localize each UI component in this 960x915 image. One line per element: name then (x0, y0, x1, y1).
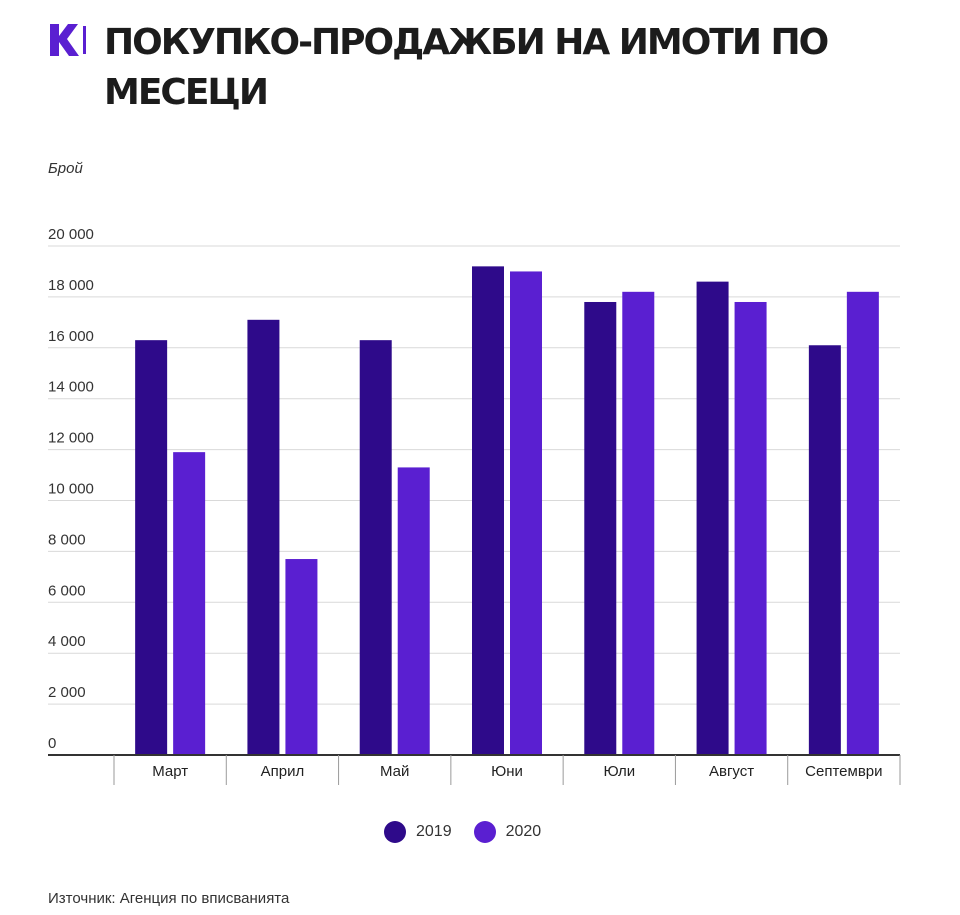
y-tick-label: 16 000 (48, 328, 94, 345)
bar-2019-1 (247, 319, 280, 755)
bar-chart: 0 2 000 4 000 6 000 8 000 10 000 12 000 14 000 1… (48, 226, 901, 785)
bar-2020-2 (397, 467, 430, 755)
legend-label-2020: 2020 (505, 823, 542, 840)
legend-swatch-2019 (384, 821, 406, 843)
y-tick-label: 20 000 (48, 226, 94, 243)
legend-item-2019: 2019 (384, 821, 452, 843)
y-tick-label: 4 000 (48, 633, 86, 650)
legend-swatch-2020 (473, 821, 496, 843)
x-tick-label: Май (380, 763, 409, 780)
bar-2019-2 (359, 340, 392, 755)
x-axis-labels: Март Април Май Юни Юли Август Септември (152, 763, 882, 780)
y-tick-label: 10 000 (48, 481, 94, 498)
legend-label-2019: 2019 (416, 823, 452, 840)
x-tick-label: Септември (805, 763, 882, 780)
k-logo-icon (50, 24, 86, 56)
bars (135, 266, 879, 755)
bar-2019-5 (696, 281, 729, 755)
page-title: ПОКУПКО-ПРОДАЖБИ НА ИМОТИ ПО МЕСЕЦИ (104, 22, 829, 113)
x-tick-label: Юли (603, 763, 635, 780)
bar-2019-3 (472, 266, 504, 755)
x-tick-label: Април (261, 763, 305, 780)
x-tick-label: Август (709, 763, 754, 780)
bar-2020-1 (285, 559, 318, 755)
bar-2019-0 (135, 340, 168, 755)
y-tick-label: 14 000 (48, 379, 94, 396)
bar-2020-6 (846, 291, 879, 755)
y-tick-label: 6 000 (48, 582, 86, 599)
y-axis-label: Брой (48, 160, 83, 177)
y-tick-label: 12 000 (48, 430, 94, 447)
y-tick-label: 2 000 (48, 684, 86, 701)
legend: 2019 2020 (384, 818, 563, 846)
bar-2020-4 (622, 291, 655, 755)
x-tick-label: Юни (491, 763, 523, 780)
bar-2019-6 (808, 345, 841, 755)
y-axis-ticks: 0 2 000 4 000 6 000 8 000 10 000 12 000 14 000 1… (48, 226, 94, 752)
source-note: Източник: Агенция по вписванията (48, 890, 290, 907)
y-tick-label: 8 000 (48, 531, 86, 548)
legend-item-2020: 2020 (473, 821, 542, 843)
bar-2019-4 (584, 301, 617, 755)
y-tick-label: 0 (48, 735, 56, 752)
y-tick-label: 18 000 (48, 277, 94, 294)
x-axis (48, 754, 901, 785)
bar-2020-0 (173, 452, 206, 755)
bar-2020-5 (734, 301, 767, 755)
x-tick-label: Март (152, 763, 188, 780)
bar-2020-3 (510, 271, 542, 755)
